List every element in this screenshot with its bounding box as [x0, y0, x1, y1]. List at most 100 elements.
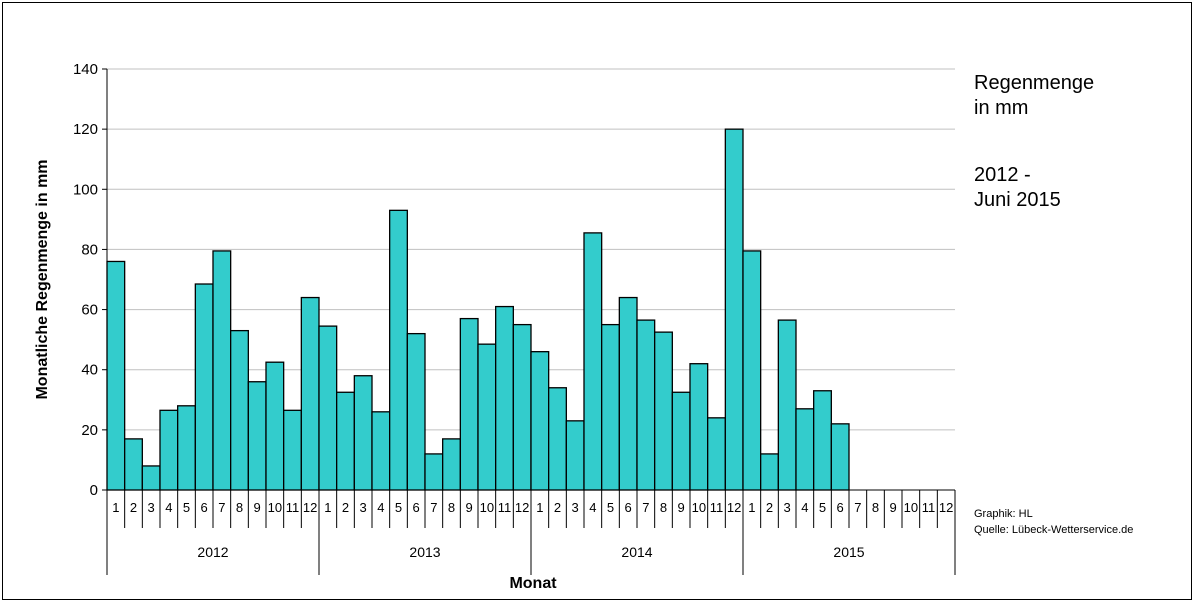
month-label: 12 — [515, 500, 529, 515]
bar — [636, 319, 656, 491]
bar — [300, 296, 320, 491]
month-label: 11 — [710, 500, 724, 515]
month-label: 12 — [727, 500, 741, 515]
month-label: 1 — [112, 500, 119, 515]
bar — [813, 390, 832, 491]
bar — [106, 260, 126, 491]
bar — [459, 317, 479, 491]
credit-source: Quelle: Lübeck-Wetterservice.de — [974, 524, 1134, 536]
bar — [265, 361, 285, 491]
bar — [830, 423, 850, 491]
bar — [530, 351, 550, 491]
bar — [707, 417, 726, 491]
y-tick-label: 0 — [90, 482, 98, 499]
month-label: 4 — [165, 500, 172, 515]
month-label: 5 — [819, 500, 826, 515]
bar — [689, 363, 709, 491]
month-label: 6 — [413, 500, 420, 515]
bar — [618, 296, 638, 491]
bar — [141, 465, 161, 491]
month-label: 5 — [395, 500, 402, 515]
year-label: 2015 — [833, 544, 864, 560]
chart-credits: Graphik: HL Quelle: Lübeck-Wetterservice… — [974, 506, 1133, 538]
month-label: 6 — [625, 500, 632, 515]
month-label: 2 — [766, 500, 773, 515]
bar — [424, 453, 444, 491]
month-label: 11 — [922, 500, 936, 515]
bar — [389, 209, 408, 491]
month-label: 6 — [837, 500, 844, 515]
month-label: 11 — [498, 500, 512, 515]
year-label: 2012 — [197, 544, 228, 560]
month-label: 7 — [642, 500, 649, 515]
bar — [671, 391, 691, 491]
bar — [353, 375, 373, 491]
month-label: 1 — [748, 500, 755, 515]
chart-title: Regenmenge in mm — [974, 71, 1094, 121]
bar — [124, 438, 143, 491]
bar — [795, 408, 815, 491]
month-label: 11 — [286, 500, 300, 515]
title-line-1: Regenmenge — [974, 72, 1095, 94]
bar — [230, 329, 249, 491]
month-label: 7 — [854, 500, 861, 515]
month-label: 3 — [148, 500, 155, 515]
bar — [283, 409, 302, 491]
bar — [406, 332, 426, 491]
y-tick-label: 120 — [73, 121, 98, 138]
year-label: 2013 — [409, 544, 440, 560]
y-tick-label: 140 — [73, 61, 98, 78]
bar — [565, 420, 585, 491]
month-label: 8 — [872, 500, 879, 515]
y-tick-label: 40 — [81, 362, 98, 379]
bar — [247, 381, 267, 491]
bar — [495, 305, 514, 491]
month-label: 2 — [342, 500, 349, 515]
bar — [583, 232, 603, 491]
month-label: 9 — [466, 500, 473, 515]
month-label: 10 — [692, 500, 706, 515]
bar — [654, 331, 673, 491]
month-label: 12 — [303, 500, 317, 515]
bar — [777, 319, 797, 491]
bar — [442, 438, 461, 491]
period-line-1: 2012 - — [974, 164, 1031, 186]
month-label: 10 — [268, 500, 282, 515]
month-label: 4 — [377, 500, 384, 515]
y-tick-label: 60 — [81, 302, 98, 319]
month-label: 12 — [939, 500, 953, 515]
y-tick-label: 100 — [73, 181, 98, 198]
month-label: 3 — [784, 500, 791, 515]
month-label: 6 — [201, 500, 208, 515]
month-label: 10 — [904, 500, 918, 515]
bar — [159, 409, 179, 491]
chart-period: 2012 - Juni 2015 — [974, 163, 1061, 213]
month-label: 9 — [678, 500, 685, 515]
bar — [548, 387, 567, 491]
bar — [336, 391, 355, 491]
month-label: 3 — [572, 500, 579, 515]
month-label: 2 — [554, 500, 561, 515]
bar — [477, 343, 497, 491]
month-label: 7 — [218, 500, 225, 515]
month-label: 5 — [183, 500, 190, 515]
month-label: 4 — [801, 500, 808, 515]
month-label: 8 — [660, 500, 667, 515]
month-label: 9 — [254, 500, 261, 515]
bar — [742, 250, 762, 491]
y-axis-title: Monatliche Regenmenge in mm — [34, 159, 51, 399]
bar — [318, 325, 338, 491]
bar — [601, 323, 620, 491]
month-label: 7 — [430, 500, 437, 515]
bar — [724, 128, 744, 491]
credit-graphic: Graphik: HL — [974, 508, 1033, 520]
bar — [371, 411, 391, 491]
month-label: 1 — [324, 500, 331, 515]
bar — [177, 405, 196, 491]
month-label: 4 — [589, 500, 596, 515]
month-label: 1 — [536, 500, 543, 515]
period-line-2: Juni 2015 — [974, 189, 1061, 211]
month-label: 10 — [480, 500, 494, 515]
